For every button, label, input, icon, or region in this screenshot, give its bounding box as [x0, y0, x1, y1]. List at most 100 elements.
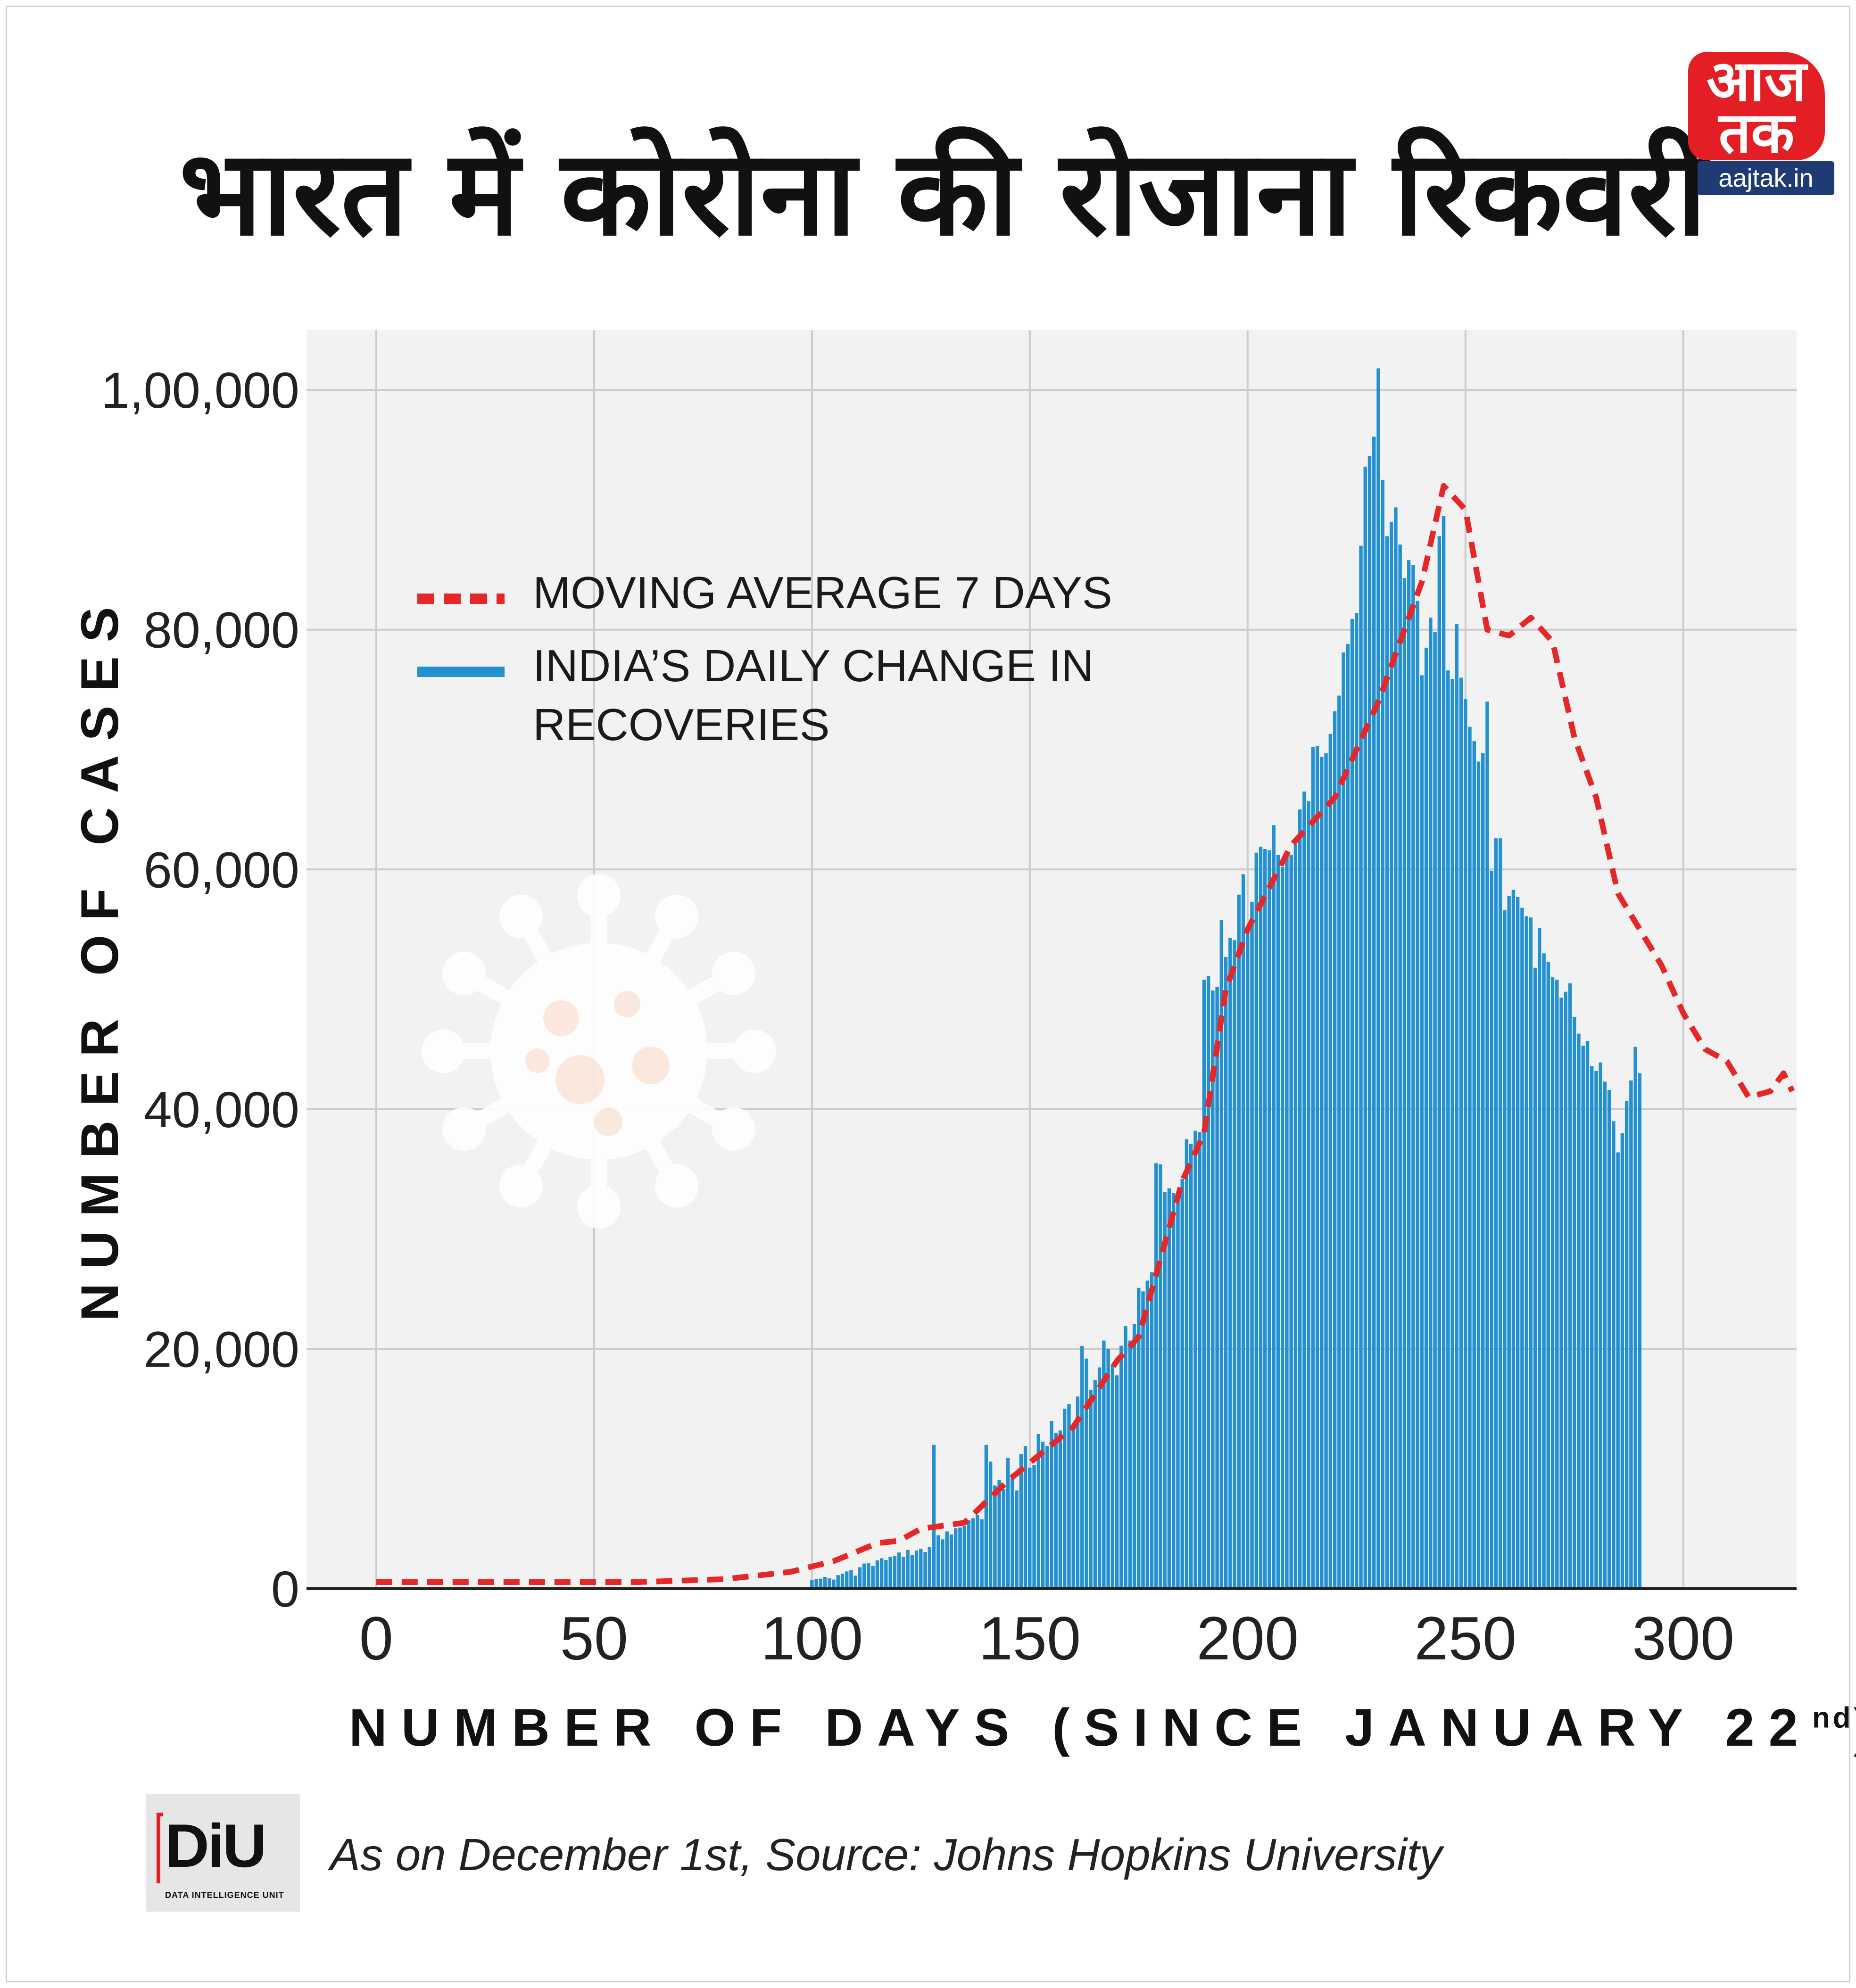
recovery-bar	[897, 1552, 901, 1589]
x-tick-label: 0	[359, 1604, 393, 1673]
recovery-bar	[1394, 507, 1398, 1589]
recovery-bar	[1019, 1454, 1023, 1589]
recovery-bar	[1424, 647, 1428, 1589]
diu-bracket-icon	[157, 1813, 163, 1883]
recovery-bar	[1494, 838, 1498, 1589]
recovery-bar	[1289, 855, 1293, 1589]
moving-average-line	[376, 483, 1795, 1585]
recovery-bar	[1159, 1164, 1162, 1589]
recovery-bar	[1633, 1047, 1637, 1589]
recovery-bar	[1320, 757, 1324, 1589]
recovery-bar	[1385, 536, 1389, 1589]
recovery-bar	[1476, 761, 1481, 1589]
recovery-bar	[967, 1520, 971, 1589]
recovery-bar	[1241, 874, 1245, 1589]
y-tick-label: 20,000	[144, 1320, 299, 1378]
recovery-bar	[1058, 1430, 1062, 1589]
recovery-bar	[1032, 1465, 1036, 1589]
aajtak-logo[interactable]: आज तक aajtak.in	[1679, 52, 1844, 198]
recovery-bar	[1481, 753, 1485, 1589]
recovery-bar	[819, 1578, 822, 1589]
legend-recoveries-label-line2: RECOVERIES	[533, 700, 829, 750]
recovery-bar	[1624, 1101, 1629, 1589]
x-axis-label-suffix: )	[1854, 1698, 1856, 1757]
recovery-bar	[849, 1570, 853, 1589]
recovery-bar	[1023, 1446, 1027, 1589]
y-tick-label: 1,00,000	[101, 362, 299, 419]
recovery-bar	[1063, 1409, 1067, 1589]
virus-spike-tip	[733, 1030, 776, 1073]
recovery-bar	[1525, 916, 1528, 1589]
recovery-bar	[1145, 1280, 1149, 1589]
recovery-bar	[1499, 838, 1502, 1589]
recovery-bar	[1437, 536, 1442, 1589]
recovery-bar	[832, 1579, 836, 1589]
recovery-bar	[1599, 1062, 1602, 1589]
recovery-bar	[1202, 980, 1206, 1589]
recovery-bar	[1311, 747, 1315, 1589]
recovery-bar	[949, 1534, 953, 1589]
recovery-bar	[828, 1578, 831, 1589]
recovery-bar	[1455, 624, 1458, 1589]
recovery-bar	[1629, 1080, 1633, 1589]
recovery-bar	[1333, 711, 1337, 1589]
recovery-bar	[1285, 854, 1289, 1589]
recovery-bar	[954, 1528, 958, 1589]
recovery-bar	[858, 1567, 862, 1589]
recovery-bar	[906, 1550, 910, 1589]
recovery-bar	[1507, 896, 1511, 1589]
recovery-bar	[1367, 456, 1372, 1589]
recovery-bar	[1254, 852, 1258, 1589]
recovery-bar	[814, 1579, 818, 1589]
recovery-bar	[1398, 544, 1402, 1589]
recovery-bar	[1402, 578, 1407, 1589]
recovery-bar	[1237, 894, 1241, 1589]
recovery-bar	[1446, 670, 1450, 1589]
recovery-bar	[1324, 753, 1328, 1589]
virus-spike-tip	[499, 1164, 543, 1208]
recovery-bar	[1080, 1346, 1084, 1589]
recovery-bar	[1228, 938, 1232, 1589]
recovery-bar	[1011, 1474, 1014, 1589]
recovery-bar	[1363, 466, 1367, 1589]
recovery-bar	[1006, 1458, 1010, 1589]
recovery-bar	[1416, 601, 1419, 1589]
recovery-bar	[1185, 1139, 1189, 1589]
recovery-bar	[1594, 1071, 1598, 1589]
recovery-bar	[1520, 907, 1524, 1589]
x-tick-label: 150	[978, 1604, 1081, 1673]
y-tick-label: 0	[271, 1560, 299, 1617]
recovery-bar	[1607, 1090, 1611, 1589]
recovery-bar	[1167, 1188, 1171, 1589]
recovery-bar	[1193, 1130, 1197, 1589]
virus-spike-tip	[577, 1185, 621, 1229]
recovery-bar	[988, 1461, 993, 1589]
recovery-bar	[971, 1518, 975, 1589]
legend: MOVING AVERAGE 7 DAYS INDIA’S DAILY CHAN…	[417, 568, 1112, 750]
recovery-bar	[1036, 1434, 1040, 1589]
recovery-bar	[1450, 678, 1454, 1589]
recovery-bar	[1180, 1179, 1184, 1589]
recovery-bar	[1346, 644, 1350, 1589]
recovery-bar	[1272, 825, 1276, 1589]
recovery-bar	[893, 1556, 897, 1589]
virus-spot	[614, 991, 640, 1017]
x-axis-label: NUMBER OF DAYS (SINCE JANUARY 22nd)	[349, 1697, 1856, 1758]
bar-series	[810, 368, 1642, 1589]
recovery-bar	[1577, 1033, 1581, 1589]
recovery-bar	[810, 1580, 814, 1589]
recovery-bar	[1315, 746, 1319, 1589]
y-tick-label: 60,000	[144, 841, 299, 898]
virus-spot	[594, 1108, 622, 1136]
recovery-bar	[1041, 1441, 1045, 1589]
logo-url: aajtak.in	[1698, 161, 1834, 195]
recovery-bar	[823, 1577, 827, 1589]
recovery-bar	[1115, 1375, 1119, 1589]
recovery-bar	[1581, 1046, 1585, 1589]
recovery-bar	[932, 1444, 936, 1589]
recovery-bar	[1546, 962, 1550, 1589]
recovery-bar	[875, 1560, 879, 1589]
virus-spike-tip	[655, 895, 698, 939]
virus-watermark-icon	[422, 874, 776, 1229]
recovery-bar	[910, 1555, 914, 1589]
